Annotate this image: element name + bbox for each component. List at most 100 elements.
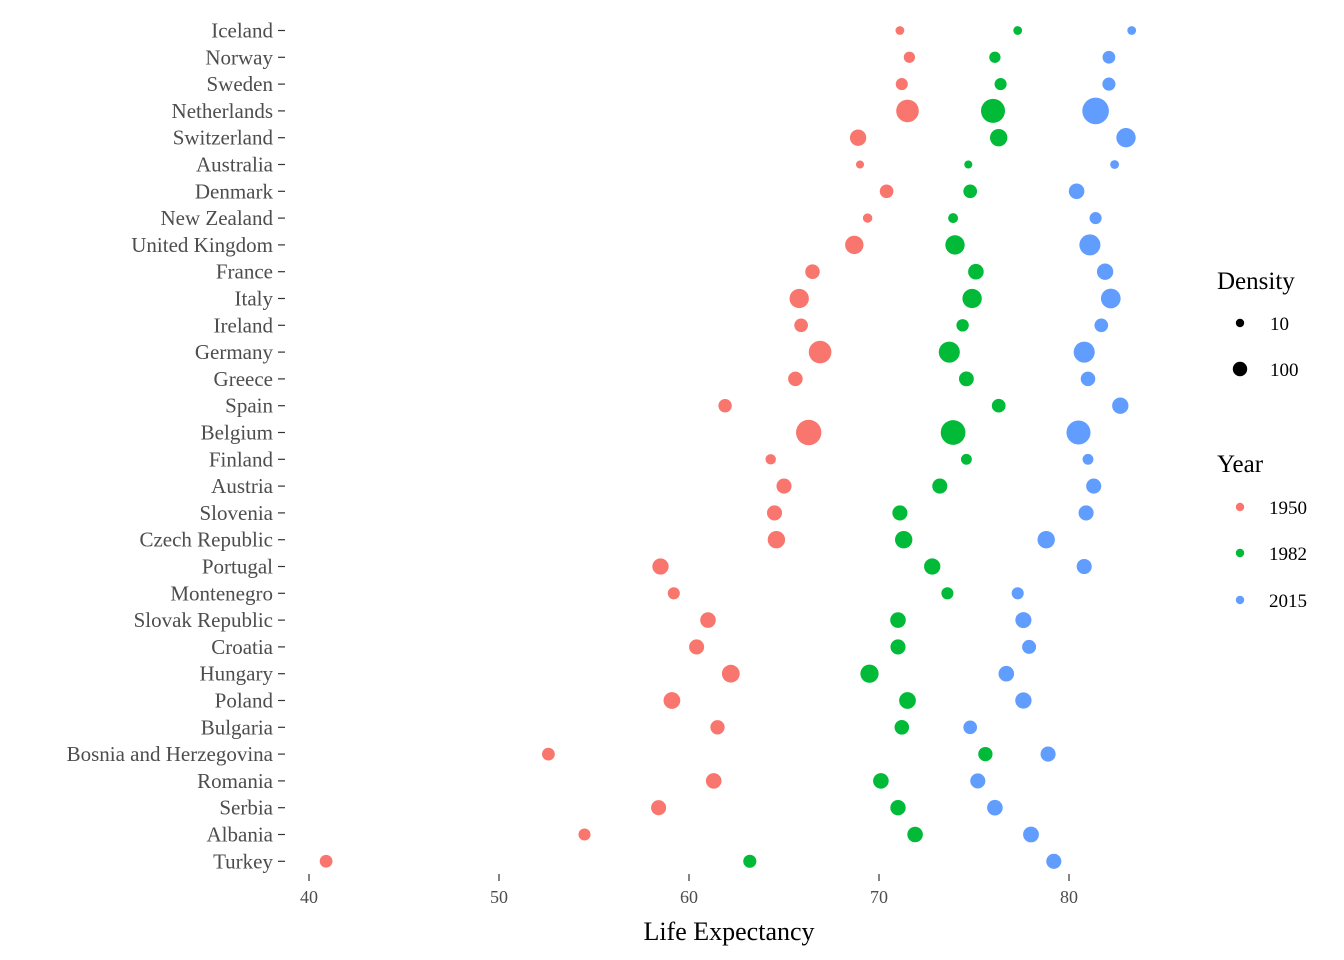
y-tick-label: Bosnia and Herzegovina [67,742,274,766]
legend-year-key [1235,502,1245,512]
point-2015-montenegro [1011,587,1024,600]
legend-year-label: 1950 [1269,498,1307,519]
point-1950-greece [788,371,803,387]
point-1950-albania [578,828,591,841]
point-1950-hungary [721,664,740,683]
point-1982-montenegro [941,587,954,600]
point-1982-iceland [1013,26,1023,35]
y-tick-label: New Zealand [160,206,273,230]
point-2015-belgium [1066,420,1091,445]
point-1982-denmark [963,184,978,199]
point-2015-serbia [987,799,1003,816]
point-2015-slovenia [1078,505,1094,521]
y-tick-label: Italy [235,287,274,311]
point-1950-austria [776,478,792,494]
point-2015-sweden [1102,77,1116,91]
point-1982-bulgaria [894,720,910,735]
point-1950-netherlands [896,99,919,123]
y-tick-label: Slovenia [200,501,274,525]
point-1982-italy [962,288,982,309]
y-tick-label: Slovak Republic [134,608,273,632]
legend-year-label: 2015 [1269,591,1307,612]
point-1950-romania [705,773,722,789]
point-1950-denmark [879,184,894,199]
point-2015-germany [1073,341,1095,363]
legend-year-title: Year [1217,451,1264,478]
y-tick-label: Albania [207,823,274,847]
y-tick-label: Germany [195,340,274,364]
y-tick-label: Australia [196,153,274,177]
x-axis-title: Life Expectancy [643,917,814,946]
y-tick-label: Greece [214,367,273,391]
point-1982-slovak-republic [890,612,906,628]
point-1950-iceland [895,26,905,35]
x-tick-label: 50 [490,887,508,907]
x-axis: 40 50 60 70 80 [300,874,1078,907]
point-1982-netherlands [980,98,1006,123]
point-2015-united-kingdom [1079,234,1101,256]
point-1950-france [805,264,820,279]
point-1982-czech-republic [895,531,913,549]
y-tick-label: Finland [209,447,274,471]
y-tick-label: Turkey [213,849,273,873]
legend-density-key [1232,361,1248,377]
y-tick-label: Belgium [201,421,273,445]
point-1982-hungary [860,664,879,683]
x-tick-label: 60 [680,887,698,907]
legend-density-entries: 10 100 [1232,314,1299,381]
point-1950-italy [789,288,809,309]
y-tick-label: Romania [197,769,273,793]
point-1950-ireland [794,318,808,333]
point-1950-poland [663,692,681,709]
data-points [319,26,1137,869]
y-tick-label: Austria [211,474,274,498]
point-2015-iceland [1127,26,1137,35]
point-2015-denmark [1068,183,1085,200]
point-1982-switzerland [990,129,1008,147]
y-tick-label: Montenegro [170,581,273,605]
point-2015-switzerland [1116,128,1136,148]
y-tick-label: Netherlands [172,99,273,123]
point-2015-ireland [1094,318,1109,333]
y-tick-label: Hungary [200,662,274,686]
point-2015-italy [1100,288,1121,309]
point-1982-germany [938,341,960,363]
point-2015-albania [1023,826,1039,843]
y-tick-label: Bulgaria [201,715,274,739]
point-2015-czech-republic [1037,531,1055,549]
x-tick-label: 80 [1060,887,1078,907]
point-1982-portugal [924,558,941,575]
y-tick-label: Ireland [214,313,274,337]
point-1982-albania [907,826,923,843]
point-2015-portugal [1076,558,1092,575]
legend-density-label: 100 [1270,360,1299,381]
point-1950-sweden [895,78,908,91]
y-tick-label: Iceland [211,19,273,43]
point-1950-switzerland [849,129,867,146]
point-1982-sweden [994,78,1007,91]
point-1982-finland [960,453,972,465]
y-tick-label: Switzerland [173,126,274,150]
point-1950-croatia [689,639,705,655]
point-1950-slovenia [766,505,783,521]
point-2015-bulgaria [963,720,978,735]
y-tick-label: Serbia [219,796,273,820]
legend-density-title: Density [1217,268,1295,295]
point-1950-new-zealand [862,213,873,223]
point-2015-bosnia-and-herzegovina [1040,746,1056,762]
point-1950-montenegro [667,587,680,600]
legend-year-label: 1982 [1269,544,1307,565]
point-1982-france [968,263,984,280]
point-1982-spain [991,398,1006,413]
point-1982-serbia [890,800,906,816]
point-1950-bosnia-and-herzegovina [542,747,555,761]
point-1982-slovenia [892,505,908,521]
legend-density-key [1235,318,1245,328]
legend-year-key [1235,595,1245,605]
y-tick-label: Norway [205,45,273,69]
point-1950-finland [765,454,776,465]
point-2015-hungary [998,665,1015,682]
y-tick-label: Portugal [202,555,273,579]
